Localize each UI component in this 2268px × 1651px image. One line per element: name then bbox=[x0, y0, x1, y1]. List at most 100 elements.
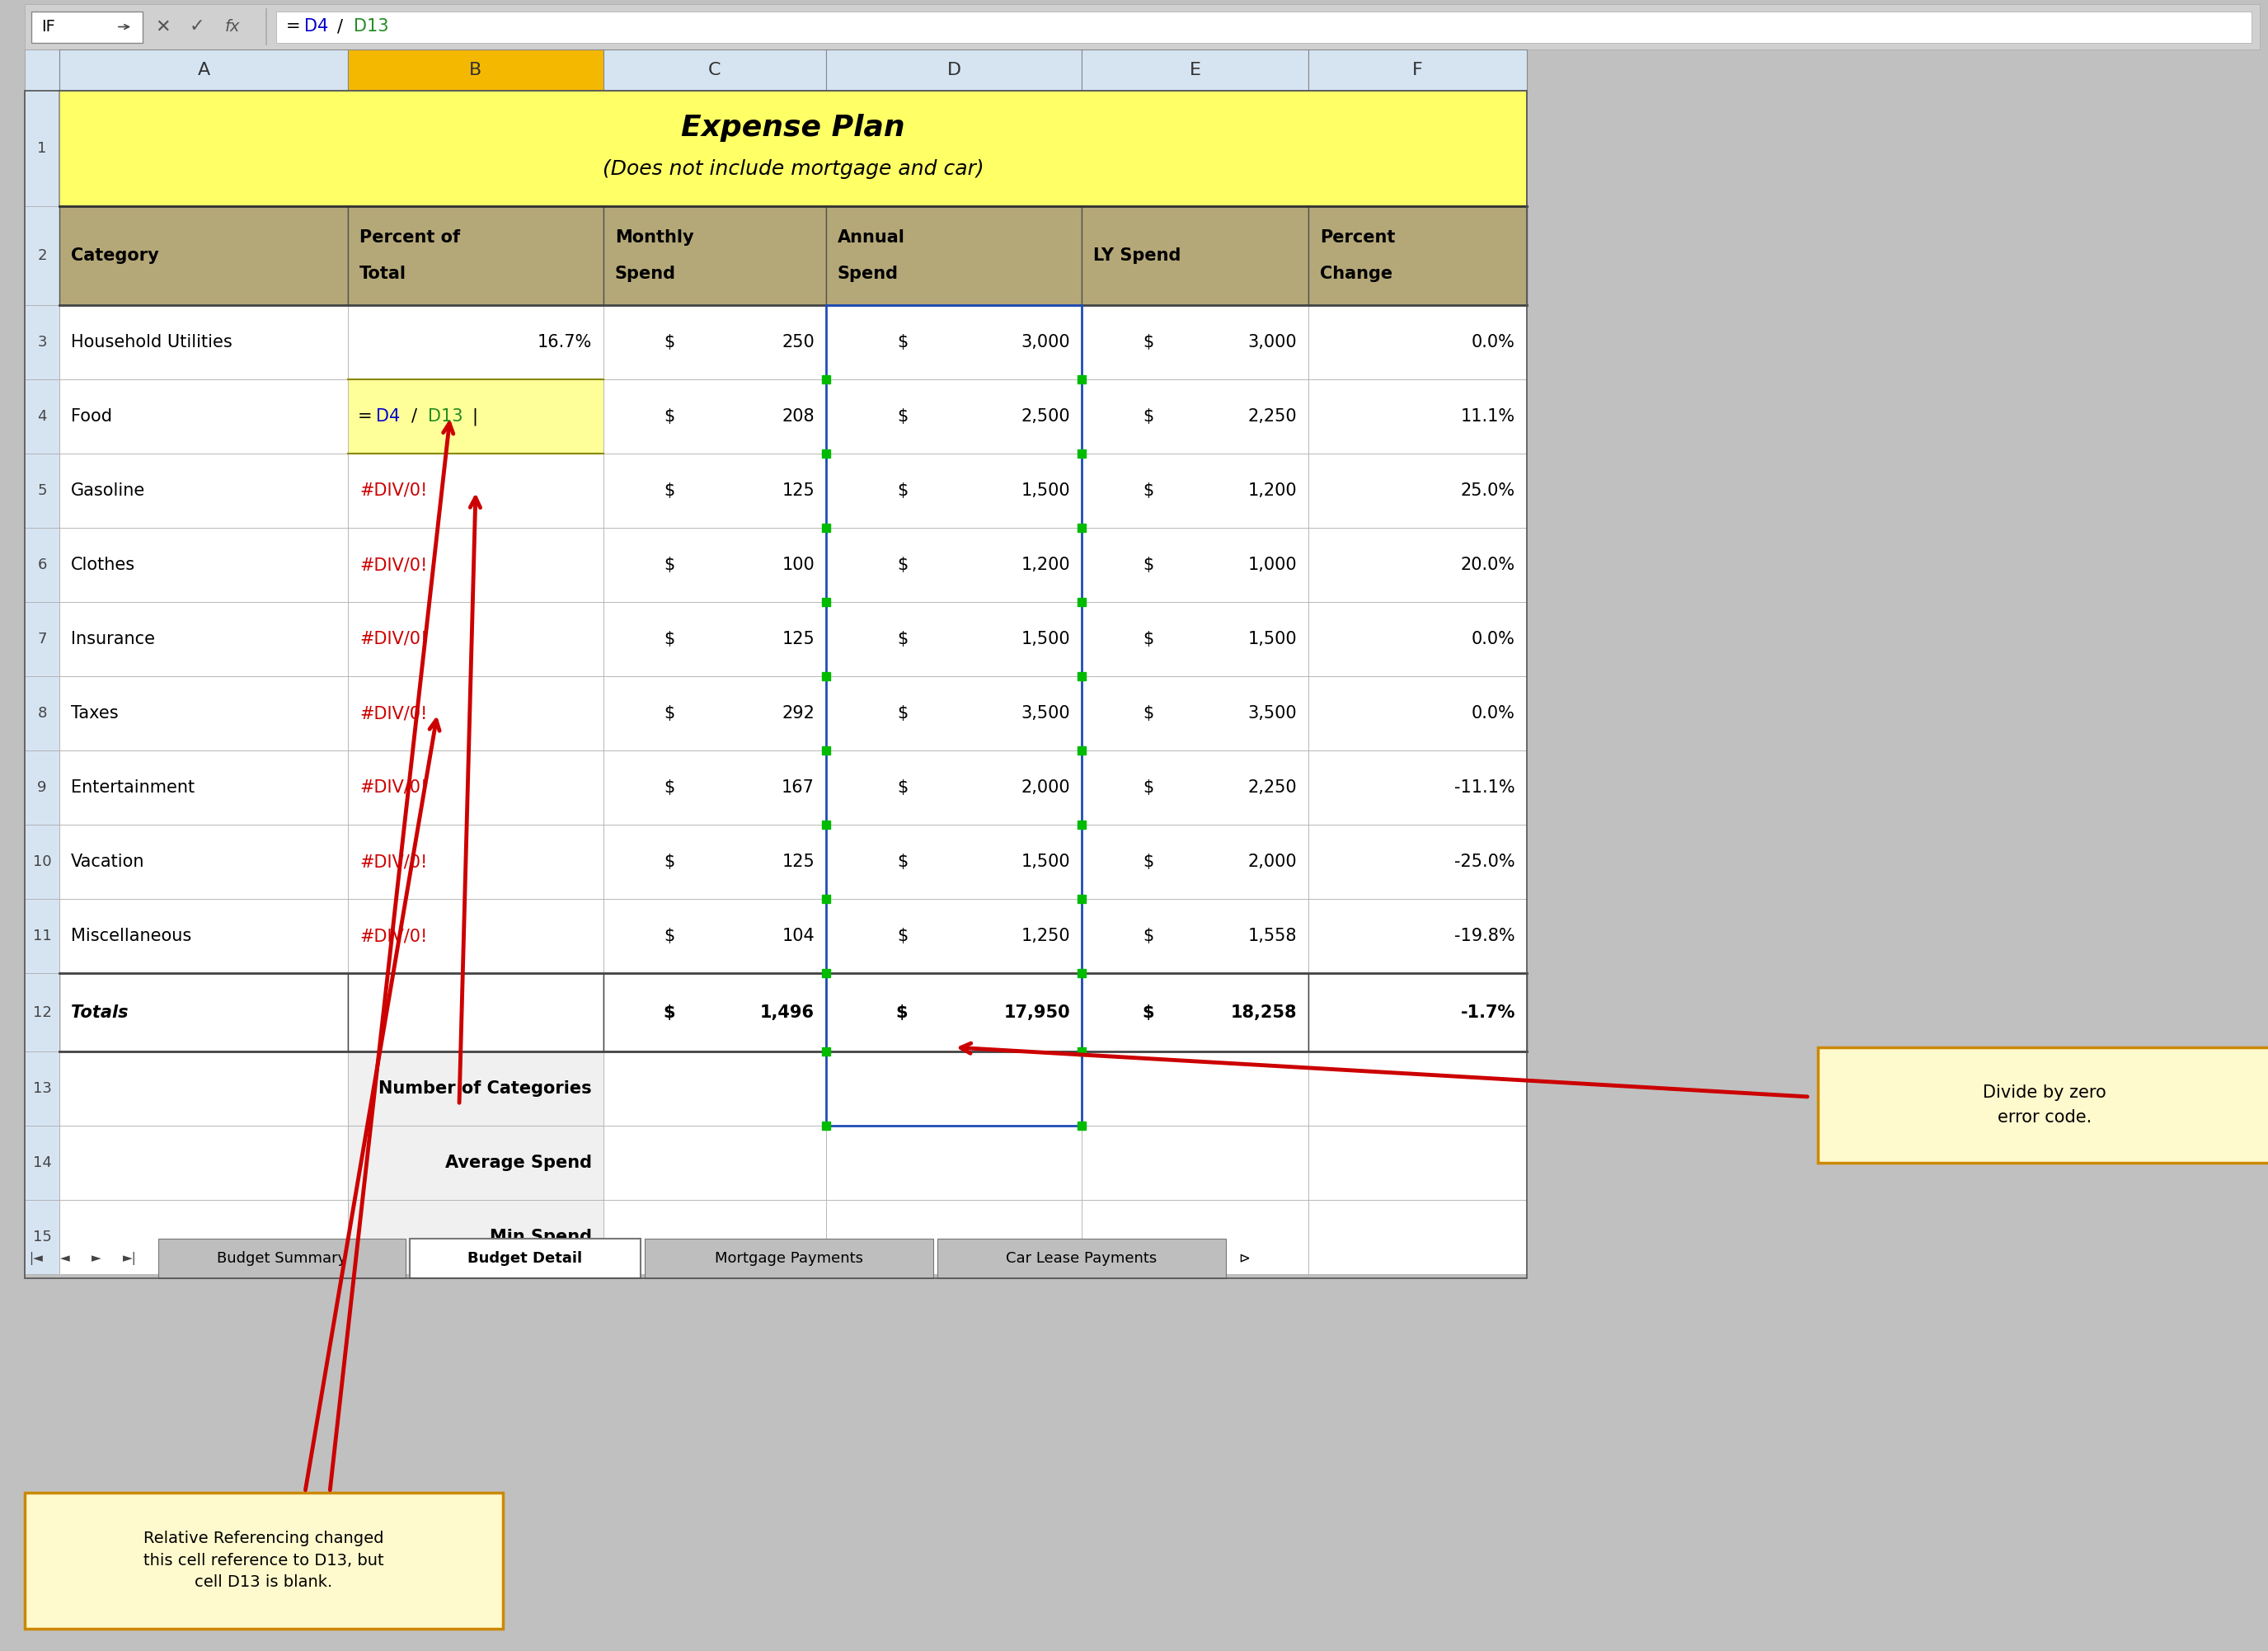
Text: 2,500: 2,500 bbox=[1021, 408, 1070, 424]
Bar bbox=[1077, 523, 1086, 532]
Bar bbox=[826, 305, 1082, 380]
Bar bbox=[59, 380, 347, 454]
Bar bbox=[1082, 454, 1309, 528]
Bar bbox=[25, 898, 59, 972]
Bar bbox=[821, 375, 830, 383]
Bar bbox=[1082, 305, 1309, 380]
Text: $: $ bbox=[896, 334, 907, 350]
Text: Food: Food bbox=[70, 408, 111, 424]
Bar bbox=[1309, 972, 1526, 1052]
Text: Spend: Spend bbox=[615, 266, 676, 282]
Bar bbox=[1077, 672, 1086, 680]
Text: $: $ bbox=[896, 556, 907, 573]
Text: 3: 3 bbox=[36, 335, 48, 350]
Text: Total: Total bbox=[358, 266, 406, 282]
Bar bbox=[59, 1126, 347, 1200]
Bar bbox=[821, 672, 830, 680]
Bar bbox=[347, 826, 603, 898]
Bar bbox=[25, 1200, 59, 1275]
Text: Entertainment: Entertainment bbox=[70, 779, 195, 796]
Bar bbox=[821, 746, 830, 755]
Bar bbox=[59, 603, 347, 677]
Text: $: $ bbox=[665, 928, 674, 944]
Bar bbox=[25, 972, 59, 1052]
Text: 16.7%: 16.7% bbox=[538, 334, 592, 350]
Bar bbox=[347, 528, 603, 603]
Bar bbox=[826, 677, 1082, 751]
Bar bbox=[1082, 826, 1309, 898]
Bar bbox=[1077, 375, 1086, 383]
Bar bbox=[25, 454, 59, 528]
Bar bbox=[25, 1126, 59, 1200]
Bar bbox=[1082, 898, 1309, 972]
Text: $: $ bbox=[1143, 482, 1154, 499]
Text: $: $ bbox=[896, 408, 907, 424]
Text: Annual: Annual bbox=[837, 229, 905, 246]
Text: $: $ bbox=[665, 334, 674, 350]
Bar bbox=[1309, 603, 1526, 677]
Bar bbox=[644, 1238, 932, 1278]
Text: $: $ bbox=[1143, 779, 1154, 796]
Bar bbox=[1309, 50, 1526, 91]
Bar bbox=[59, 898, 347, 972]
Bar bbox=[25, 3, 2259, 50]
Text: Taxes: Taxes bbox=[70, 705, 118, 721]
Bar bbox=[1309, 528, 1526, 603]
Bar bbox=[1309, 898, 1526, 972]
Text: 15: 15 bbox=[32, 1230, 52, 1245]
Text: $: $ bbox=[1143, 556, 1154, 573]
Text: Car Lease Payments: Car Lease Payments bbox=[1007, 1251, 1157, 1266]
Text: A: A bbox=[197, 61, 211, 78]
Text: $: $ bbox=[1143, 705, 1154, 721]
Bar bbox=[821, 895, 830, 903]
Bar bbox=[821, 1047, 830, 1055]
Bar bbox=[603, 1200, 826, 1275]
Text: Monthly: Monthly bbox=[615, 229, 694, 246]
Text: 125: 125 bbox=[782, 631, 814, 647]
Bar bbox=[59, 1052, 347, 1126]
Bar bbox=[1077, 1121, 1086, 1129]
Bar bbox=[25, 91, 59, 206]
Bar bbox=[159, 1238, 406, 1278]
Bar bbox=[25, 826, 59, 898]
Bar bbox=[32, 12, 143, 43]
Text: $: $ bbox=[665, 556, 674, 573]
Text: 20.0%: 20.0% bbox=[1461, 556, 1515, 573]
Text: Mortgage Payments: Mortgage Payments bbox=[714, 1251, 864, 1266]
Bar bbox=[1309, 380, 1526, 454]
Text: 13: 13 bbox=[32, 1081, 52, 1096]
Text: 1,200: 1,200 bbox=[1247, 482, 1297, 499]
Text: D4: D4 bbox=[304, 18, 329, 35]
Text: 3,500: 3,500 bbox=[1247, 705, 1297, 721]
Bar bbox=[603, 972, 826, 1052]
Text: 14: 14 bbox=[32, 1156, 52, 1171]
Bar bbox=[826, 454, 1082, 528]
Text: Percent: Percent bbox=[1320, 229, 1395, 246]
Bar bbox=[1082, 1126, 1309, 1200]
Text: $: $ bbox=[896, 482, 907, 499]
Text: 7: 7 bbox=[36, 632, 48, 647]
Bar bbox=[826, 826, 1082, 898]
Bar bbox=[1077, 746, 1086, 755]
Text: -19.8%: -19.8% bbox=[1454, 928, 1515, 944]
Text: Budget Detail: Budget Detail bbox=[467, 1251, 583, 1266]
Bar bbox=[347, 1126, 603, 1200]
Bar bbox=[347, 305, 603, 380]
Bar bbox=[1077, 895, 1086, 903]
Bar bbox=[347, 972, 603, 1052]
Text: 17,950: 17,950 bbox=[1005, 1004, 1070, 1020]
Bar bbox=[603, 50, 826, 91]
Bar bbox=[826, 528, 1082, 603]
Text: 11.1%: 11.1% bbox=[1461, 408, 1515, 424]
Text: 125: 125 bbox=[782, 854, 814, 870]
Text: 1,250: 1,250 bbox=[1021, 928, 1070, 944]
Text: 12: 12 bbox=[32, 1005, 52, 1020]
Text: D13: D13 bbox=[429, 408, 463, 424]
Text: $: $ bbox=[1143, 631, 1154, 647]
Bar bbox=[1309, 1200, 1526, 1275]
Bar bbox=[603, 677, 826, 751]
Bar bbox=[1077, 821, 1086, 829]
Text: Relative Referencing changed
this cell reference to D13, but
cell D13 is blank.: Relative Referencing changed this cell r… bbox=[143, 1530, 383, 1590]
Bar bbox=[1819, 1047, 2268, 1162]
Bar bbox=[1309, 1126, 1526, 1200]
